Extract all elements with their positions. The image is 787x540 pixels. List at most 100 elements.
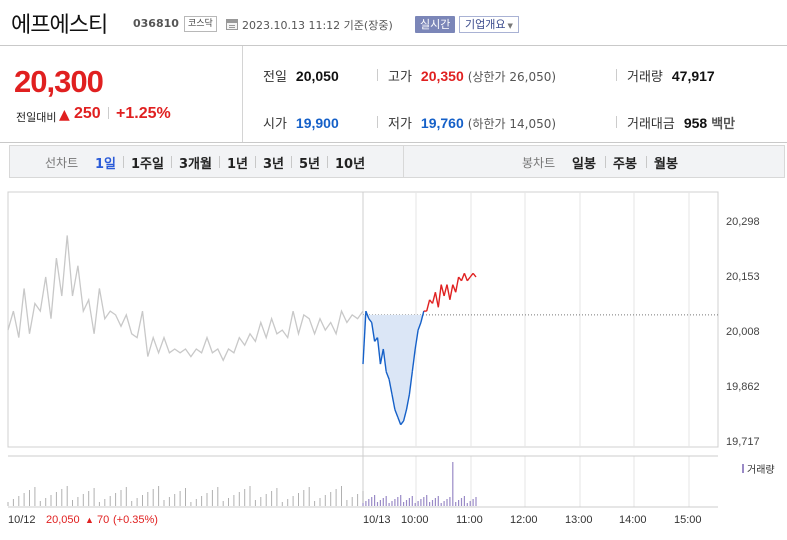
today-up-segment [460,273,466,282]
x-tick-label: 10:00 [401,514,429,526]
today-down-segment [371,322,376,342]
prev-day-change-pct: (+0.35%) [113,514,158,526]
volume-bars [7,462,477,506]
x-tick-label: 10/12 [8,514,36,526]
tab-monthly-candle[interactable]: 월봉 [654,157,678,172]
y-tick-label: 19,862 [726,381,760,393]
volume-value: 47,917 [671,68,715,84]
tab-3-months[interactable]: 3개월 [179,157,212,172]
divider [377,69,378,81]
today-down-segment [400,420,405,426]
tab-daily-candle[interactable]: 일봉 [572,157,596,172]
intraday-chart[interactable]: 20,298 20,153 20,008 19,862 19,717 거래량 10/12… [0,190,787,540]
today-down-segment [365,310,370,319]
divider [123,156,124,168]
x-tick-label: 13:00 [565,514,593,526]
prev-day-change: 70 [97,514,109,526]
divider [616,69,617,81]
today-up-segment [443,284,448,297]
today-up-segment [426,299,431,312]
current-price: 20,300 [14,64,104,99]
market-badge: 코스닥 [184,16,217,32]
divider [255,156,256,168]
change-label: 전일대비 [16,111,57,124]
today-up-segment [440,284,445,297]
today-down-segment [362,311,367,365]
high-cell: 고가 20,350 (상한가 26,050) [388,66,556,85]
today-down-segment [397,416,402,425]
today-down-segment [408,371,413,395]
volume-legend-label: 거래량 [747,464,775,476]
candle-chart-label: 봉차트 [522,156,556,170]
y-tick-label: 19,717 [726,436,760,448]
upper-limit: (상한가 26,050) [467,70,557,84]
low-label: 저가 [388,117,412,132]
divider [377,116,378,128]
high-label: 고가 [388,70,412,85]
caret-down-icon: ▼ [507,22,513,30]
line-chart-label: 선차트 [45,156,79,170]
tab-5-years[interactable]: 5년 [299,157,321,172]
today-down-segment [385,371,390,380]
y-tick-label: 20,298 [726,216,760,228]
tab-1-week[interactable]: 1주일 [131,157,164,172]
today-down-segment [382,348,387,372]
stock-code: 036810 [133,17,179,30]
volume-legend-swatch [742,464,744,473]
today-down-segment [368,318,373,323]
x-tick-label: 14:00 [619,514,647,526]
today-up-segment [437,284,442,308]
today-up-segment [463,273,468,282]
x-axis-ticks: 10/12 10/13 10:00 11:00 12:00 13:00 14:00 15:00 [8,514,702,526]
prev-close-value: 20,050 [295,68,339,84]
today-up-segment [466,276,471,282]
below-baseline-fill [363,314,476,425]
calendar-icon [226,19,238,30]
today-up-segment [452,284,457,293]
divider [108,107,109,119]
divider [171,156,172,168]
divider [605,156,606,168]
volume-cell: 거래량 47,917 [627,66,715,85]
tab-1-day[interactable]: 1일 [95,157,117,172]
today-down-segment [376,337,382,365]
price-box: 20,300 전일대비 ▲ 250 +1.25% [0,46,243,142]
today-down-segment [405,394,411,410]
today-down-segment [417,322,422,331]
vertical-gridlines [362,192,690,507]
tab-3-years[interactable]: 3년 [263,157,285,172]
prev-close-label: 전일 [263,70,287,85]
today-up-segment [446,284,451,300]
tab-10-years[interactable]: 10년 [335,157,366,172]
tab-1-year[interactable]: 1년 [227,157,249,172]
divider [646,156,647,168]
prev-day-line-group [7,235,364,362]
today-up-segment [431,292,437,304]
today-up-segment [449,284,454,300]
divider [403,146,404,177]
today-line-group [362,272,718,426]
chart-period-tabs: 선차트 1일 1주일 3개월 1년 3년 5년 10년 봉차트 일봉 주봉 월봉 [9,145,785,178]
quote-info-panel: 20,300 전일대비 ▲ 250 +1.25% 전일 20,050 고가 20,3… [0,45,787,143]
today-down-segment [391,394,396,410]
change-value: 250 [74,105,101,122]
prev-day-up-arrow-icon: ▲ [85,515,94,525]
today-down-segment [394,409,399,418]
stock-header: 에프에스티 036810 코스닥 2023.10.13 11:12 기준(장중)… [0,0,787,44]
realtime-button[interactable]: 실시간 [415,16,456,33]
open-cell: 시가 19,900 [263,113,339,132]
divider [327,156,328,168]
lower-limit: (하한가 14,050) [467,117,557,131]
low-value: 19,760 [420,115,464,131]
company-overview-button[interactable]: 기업개요 ▼ [459,16,519,33]
open-value: 19,900 [295,115,339,131]
today-down-segment [388,379,393,395]
y-axis-ticks: 20,298 20,153 20,008 19,862 19,717 [726,216,760,448]
up-arrow-icon: ▲ [59,107,70,123]
today-down-segment [379,348,384,365]
tab-weekly-candle[interactable]: 주봉 [613,157,637,172]
x-tick-label: 10/13 [363,514,391,526]
trade-amount-value: 958 [683,115,708,131]
trade-amount-label: 거래대금 [627,117,675,132]
today-down-segment [411,348,416,372]
